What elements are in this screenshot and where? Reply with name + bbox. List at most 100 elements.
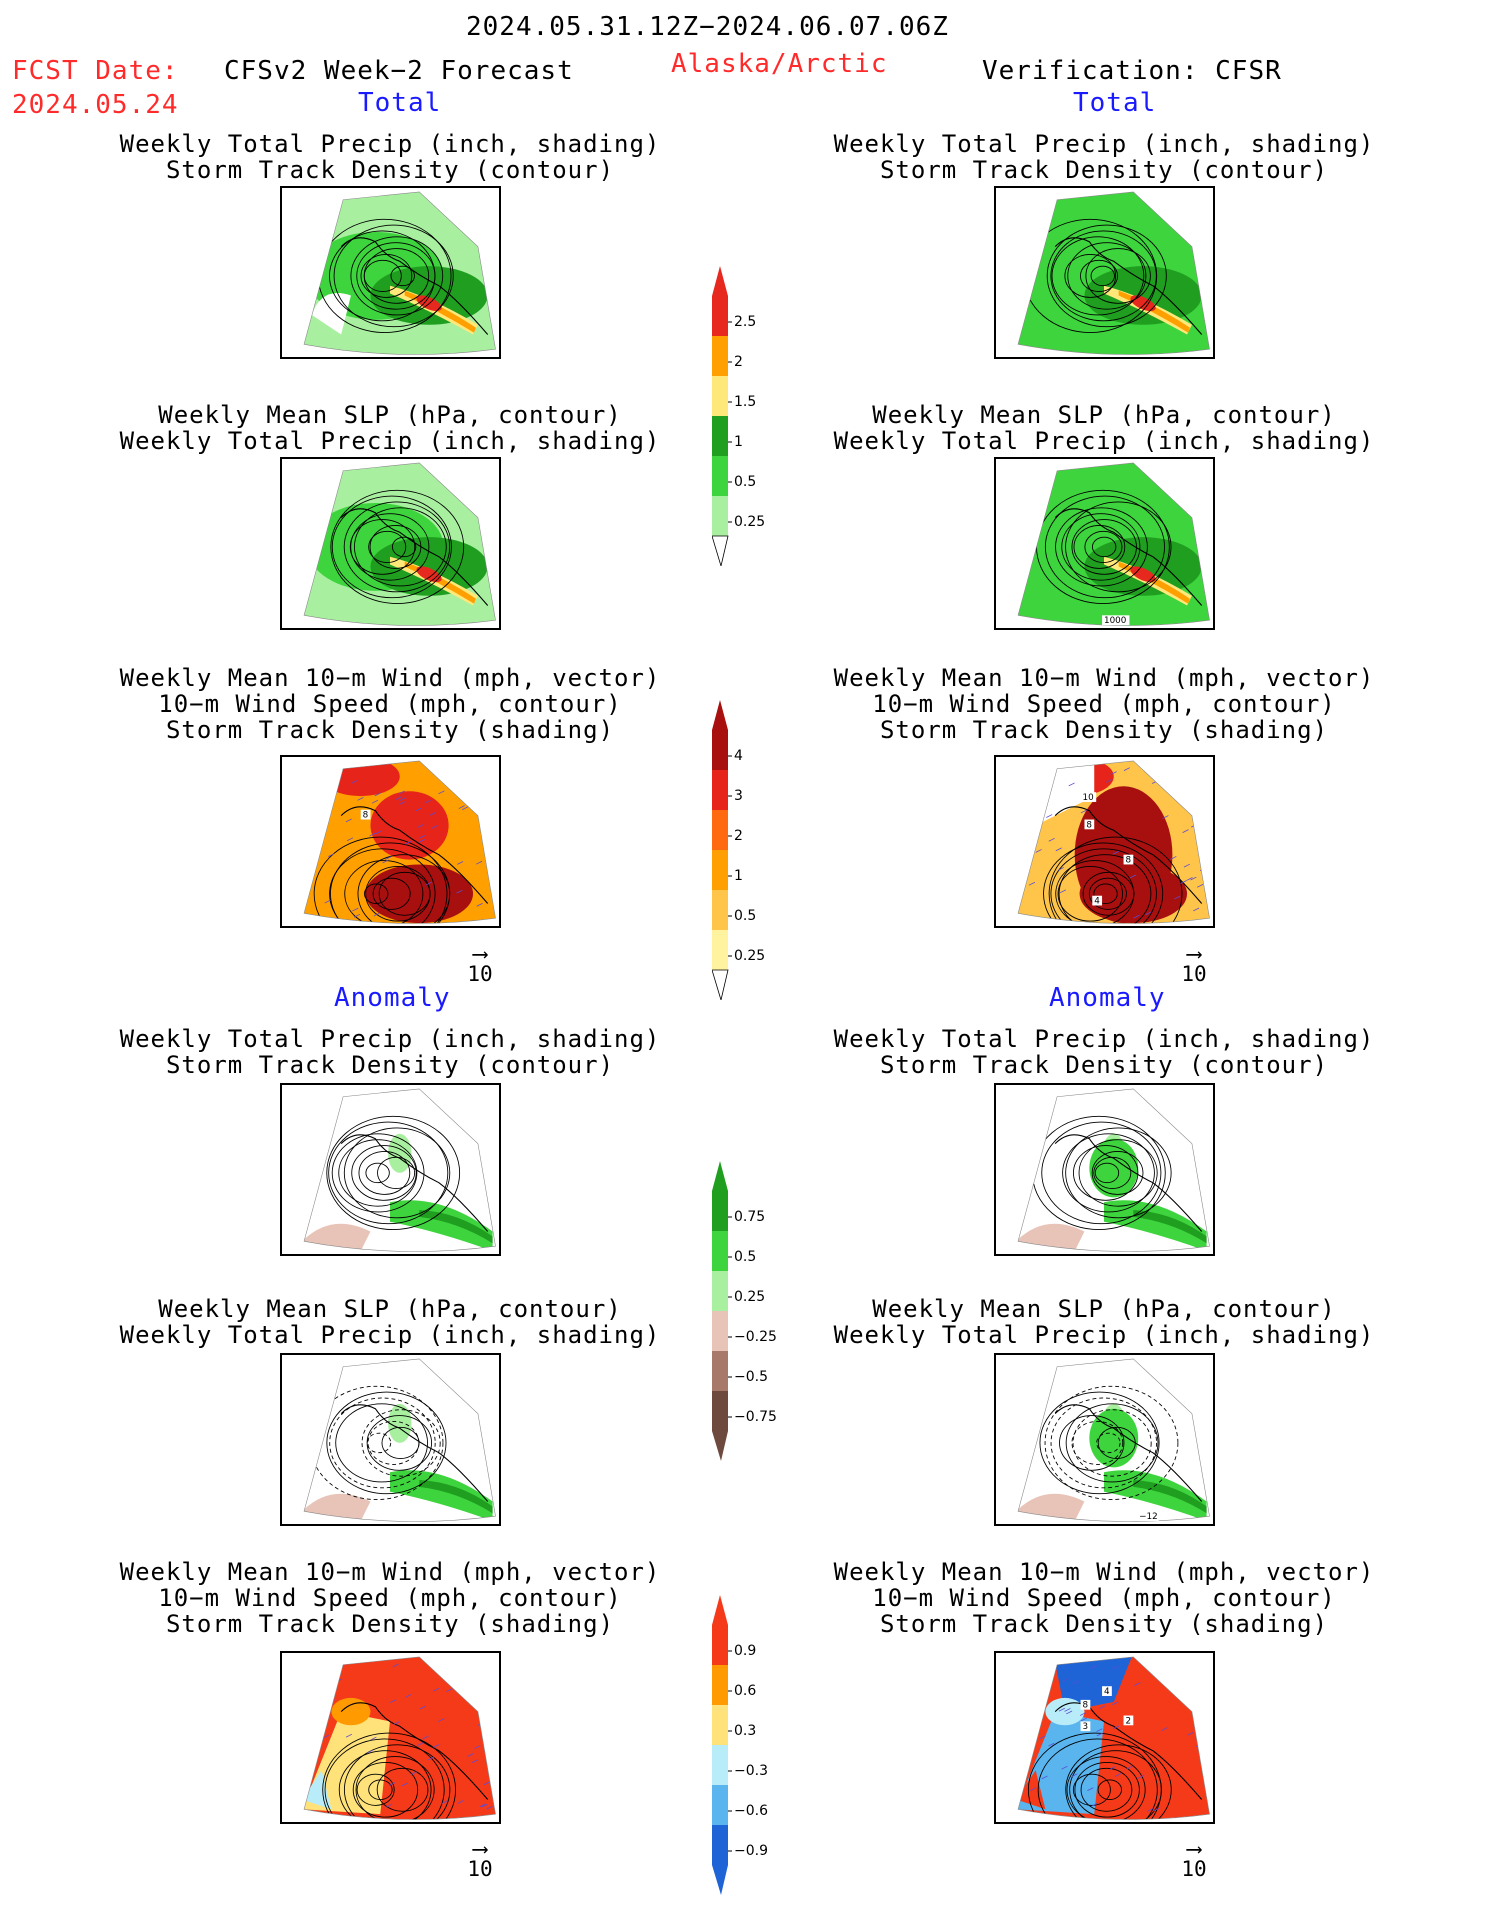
contour-line bbox=[1062, 1133, 1155, 1213]
wind-vector bbox=[1112, 850, 1120, 855]
wind-vector bbox=[369, 832, 376, 837]
shading-region bbox=[304, 1223, 371, 1252]
wind-vector bbox=[1096, 1728, 1103, 1733]
map-panel-obs-anom-precip-track bbox=[994, 1083, 1215, 1256]
wind-vector bbox=[1138, 1774, 1145, 1779]
contour-line bbox=[390, 265, 415, 287]
contour-line bbox=[335, 1403, 428, 1483]
colorbar-tick-label: 0.9 bbox=[734, 1643, 756, 1659]
wind-vector bbox=[1190, 876, 1197, 881]
map-outline bbox=[303, 462, 496, 626]
wind-vector bbox=[457, 1800, 464, 1804]
wind-vector bbox=[304, 1694, 311, 1699]
map-outline bbox=[1017, 1656, 1210, 1820]
contour-line bbox=[1092, 536, 1117, 558]
colorbar-svg: 0.9 0.6 0.3 −0.3 −0.6 −0.9 bbox=[712, 1595, 768, 1895]
contour-line bbox=[1097, 1779, 1122, 1800]
map-outline bbox=[303, 1358, 496, 1522]
wind-vector bbox=[483, 1781, 490, 1786]
shading-region bbox=[1089, 1138, 1139, 1198]
wind-vector bbox=[1180, 880, 1187, 884]
wind-vector bbox=[1057, 867, 1064, 871]
map-panel-obs-total-wind-track: 10 8 8 4 bbox=[994, 755, 1215, 928]
wind-vector bbox=[467, 1753, 474, 1757]
contour-label-bg bbox=[1092, 895, 1103, 906]
wind-vector bbox=[1064, 1708, 1071, 1712]
map-panel-fcst-anom-wind-track bbox=[280, 1651, 501, 1824]
contour-line bbox=[343, 501, 451, 593]
vector-scale-1: ⟶ 10 bbox=[467, 942, 493, 987]
wind-vector bbox=[375, 830, 382, 835]
colorbar-swatch bbox=[712, 770, 728, 810]
colorbar-swatch bbox=[712, 336, 728, 376]
map-panel-fcst-anom-precip-track bbox=[280, 1083, 501, 1256]
contour-line bbox=[326, 1391, 447, 1495]
shading-region bbox=[419, 1210, 493, 1244]
colorbar-tick-label: 0.5 bbox=[734, 908, 756, 924]
wind-vector bbox=[415, 807, 422, 812]
contour-line bbox=[343, 1127, 451, 1219]
contour-label-bg bbox=[1137, 1511, 1159, 1522]
contour-line bbox=[326, 1115, 461, 1231]
contour-line bbox=[1071, 519, 1137, 575]
contour-line bbox=[1044, 1385, 1179, 1501]
contour-line bbox=[365, 1162, 390, 1184]
panel-title-line: Storm Track Density (contour) bbox=[165, 1051, 615, 1079]
wind-vector bbox=[393, 1721, 400, 1726]
colorbar-swatch bbox=[712, 890, 728, 930]
colorbar-swatch bbox=[712, 456, 728, 496]
wind-vector bbox=[453, 1674, 460, 1678]
wind-vector bbox=[1090, 1665, 1097, 1669]
wind-vector bbox=[456, 889, 463, 894]
colorbar-svg: 4 3 2 1 0.5 0.25 bbox=[712, 700, 765, 1000]
panel-title-line: Weekly Mean SLP (hPa, contour) bbox=[872, 401, 1336, 429]
wind-vector bbox=[1059, 889, 1067, 894]
colorbar-swatch bbox=[712, 850, 728, 890]
coastline bbox=[340, 806, 489, 904]
map-outline bbox=[1017, 1088, 1210, 1252]
wind-vector bbox=[1146, 1808, 1154, 1812]
wind-vector bbox=[1021, 796, 1028, 800]
contour-line bbox=[1059, 1415, 1125, 1471]
contour-line bbox=[368, 1779, 393, 1800]
wind-vector bbox=[424, 799, 431, 804]
contour-label: 8 bbox=[363, 811, 369, 821]
colorbar-tick-label: 3 bbox=[734, 788, 743, 804]
contour-line bbox=[1084, 530, 1123, 563]
wind-vector bbox=[1187, 1732, 1194, 1736]
contour-line bbox=[350, 236, 444, 316]
wind-vector bbox=[404, 841, 412, 845]
wind-vector bbox=[1028, 881, 1036, 886]
wind-vector bbox=[1196, 781, 1203, 785]
section-total-right: Total bbox=[1073, 88, 1157, 118]
contour-line bbox=[351, 1145, 417, 1201]
map-panel-fcst-total-precip-track bbox=[280, 186, 501, 359]
wind-vector bbox=[1079, 1712, 1087, 1716]
wind-vector bbox=[469, 773, 476, 778]
wind-vector bbox=[1066, 1710, 1073, 1715]
wind-vector bbox=[1123, 767, 1130, 771]
wind-vector bbox=[1021, 803, 1028, 808]
colorbar-tick-label: −0.6 bbox=[734, 1803, 768, 1819]
colorbar-swatch bbox=[712, 930, 728, 970]
wind-vector bbox=[1129, 874, 1137, 879]
contour-label: 4 bbox=[1094, 897, 1100, 907]
contour-line bbox=[1051, 236, 1145, 316]
contour-line bbox=[1027, 1732, 1162, 1820]
contour-label-bg bbox=[1084, 819, 1095, 830]
map-plot bbox=[303, 1088, 496, 1252]
wind-vector bbox=[1036, 1697, 1043, 1702]
colorbar-track-total: 4 3 2 1 0.5 0.25 bbox=[712, 700, 802, 1000]
wind-vector bbox=[433, 1744, 440, 1748]
panel-title-line: Weekly Total Precip (inch, shading) bbox=[833, 1321, 1375, 1349]
wind-vector bbox=[390, 1699, 397, 1703]
contour-line bbox=[1072, 1409, 1152, 1477]
map-outline bbox=[1017, 760, 1210, 924]
shading-region bbox=[1130, 566, 1156, 583]
contour-label-bg bbox=[1080, 1699, 1091, 1710]
contour-line bbox=[1061, 513, 1141, 581]
wind-vector bbox=[417, 824, 424, 829]
fcst-date: 2024.05.24 bbox=[12, 90, 179, 120]
wind-vector bbox=[472, 798, 479, 802]
map-outline bbox=[1017, 1358, 1210, 1522]
